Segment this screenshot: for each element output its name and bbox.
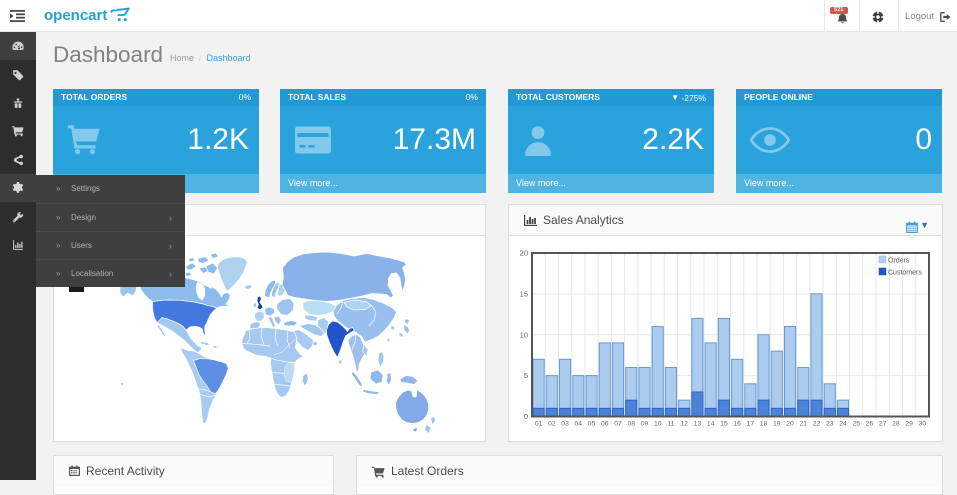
svg-text:23: 23 (826, 421, 834, 428)
svg-text:18: 18 (760, 421, 768, 428)
svg-text:03: 03 (561, 421, 569, 428)
svg-text:20: 20 (520, 249, 528, 258)
svg-text:10: 10 (654, 421, 662, 428)
svg-text:20: 20 (786, 421, 794, 428)
svg-text:22: 22 (813, 421, 821, 428)
svg-text:Customers: Customers (888, 270, 922, 277)
svg-text:30: 30 (919, 421, 927, 428)
svg-text:04: 04 (575, 421, 583, 428)
svg-text:5: 5 (524, 371, 528, 380)
svg-text:08: 08 (627, 421, 635, 428)
svg-text:28: 28 (892, 421, 900, 428)
svg-text:29: 29 (905, 421, 913, 428)
svg-text:0: 0 (524, 412, 528, 421)
svg-text:19: 19 (773, 421, 781, 428)
svg-text:26: 26 (866, 421, 874, 428)
svg-text:16: 16 (733, 421, 741, 428)
svg-text:24: 24 (839, 421, 847, 428)
svg-text:13: 13 (694, 421, 702, 428)
svg-text:15: 15 (720, 421, 728, 428)
svg-text:17: 17 (747, 421, 755, 428)
svg-text:02: 02 (548, 421, 556, 428)
svg-text:09: 09 (641, 421, 649, 428)
svg-text:06: 06 (601, 421, 609, 428)
svg-text:07: 07 (614, 421, 622, 428)
svg-text:25: 25 (852, 421, 860, 428)
svg-text:11: 11 (667, 421, 674, 428)
svg-text:27: 27 (879, 421, 887, 428)
svg-text:10: 10 (520, 330, 528, 339)
svg-text:12: 12 (680, 421, 688, 428)
svg-text:Orders: Orders (888, 258, 910, 265)
svg-text:05: 05 (588, 421, 596, 428)
svg-text:21: 21 (799, 421, 807, 428)
svg-text:14: 14 (707, 421, 715, 428)
svg-text:15: 15 (520, 289, 528, 298)
svg-text:01: 01 (535, 421, 543, 428)
